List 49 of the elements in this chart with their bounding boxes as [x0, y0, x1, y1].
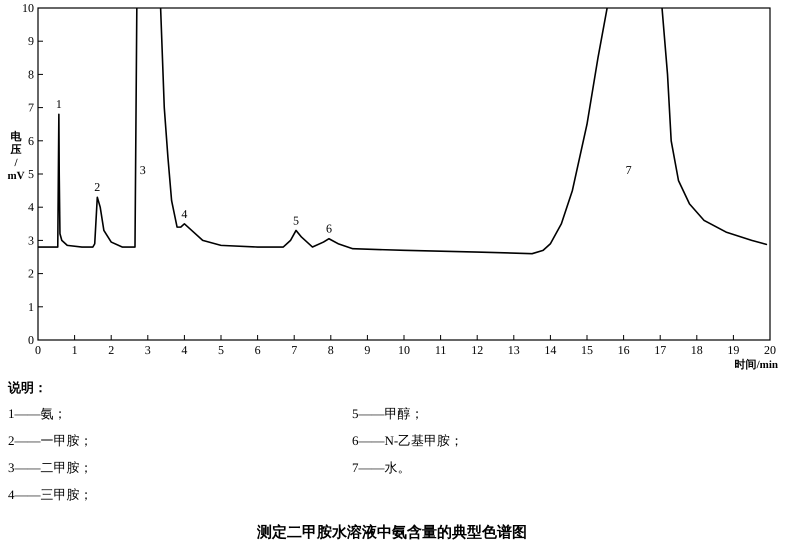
annotation: 4 — [181, 206, 188, 221]
x-tick-label: 10 — [398, 343, 410, 357]
x-tick-label: 13 — [508, 343, 520, 357]
x-axis-title: 时间/min — [734, 358, 778, 371]
text: 测定二甲胺水溶液中氨含量的典型色谱图 — [256, 523, 527, 541]
y-tick-label: 0 — [28, 333, 34, 347]
text: 3——二甲胺； — [8, 460, 92, 475]
x-tick-label: 1 — [72, 343, 78, 357]
x-tick-label: 14 — [544, 343, 556, 357]
x-tick-label: 2 — [108, 343, 114, 357]
x-tick-label: 8 — [328, 343, 334, 357]
x-tick-label: 17 — [654, 343, 666, 357]
x-tick-label: 12 — [471, 343, 484, 357]
annotation: 7 — [626, 163, 632, 177]
x-tick-label: 6 — [254, 343, 261, 357]
y-tick-label: 3 — [28, 233, 34, 248]
x-tick-label: 7 — [291, 343, 298, 357]
y-tick-label: 5 — [28, 167, 34, 181]
text: 1——氨； — [8, 406, 66, 421]
y-tick-label: 8 — [28, 67, 34, 82]
x-tick-label: 18 — [690, 343, 703, 357]
y-axis-title: 电压/mV — [7, 130, 25, 182]
y-tick-label: 7 — [28, 100, 34, 115]
y-tick-label: 2 — [28, 266, 34, 281]
x-tick-label: 11 — [434, 343, 446, 357]
y-tick-label: 10 — [22, 1, 34, 15]
x-tick-label: 20 — [764, 343, 776, 357]
text: 4——三甲胺； — [8, 487, 92, 502]
text: 6——N-乙基甲胺； — [352, 433, 464, 448]
text: 5——甲醇； — [352, 406, 424, 421]
annotation: 2 — [94, 180, 100, 194]
x-tick-label: 3 — [144, 343, 151, 357]
text: 7——水。 — [352, 460, 410, 475]
annotation: 1 — [56, 97, 62, 112]
text: 说明： — [7, 380, 47, 395]
y-tick-label: 1 — [28, 300, 34, 314]
x-tick-label: 15 — [581, 343, 593, 357]
x-tick-label: 4 — [181, 343, 188, 357]
y-tick-label: 4 — [28, 200, 34, 214]
x-tick-label: 9 — [364, 343, 370, 357]
y-tick-label: 6 — [28, 134, 34, 148]
x-tick-label: 19 — [727, 343, 740, 357]
y-tick-label: 9 — [28, 34, 34, 48]
annotation: 5 — [293, 213, 300, 228]
x-tick-label: 5 — [218, 343, 224, 357]
annotation: 3 — [140, 163, 146, 177]
text: 2——一甲胺； — [8, 433, 92, 448]
x-tick-label: 16 — [618, 343, 630, 357]
annotation: 6 — [326, 222, 332, 236]
